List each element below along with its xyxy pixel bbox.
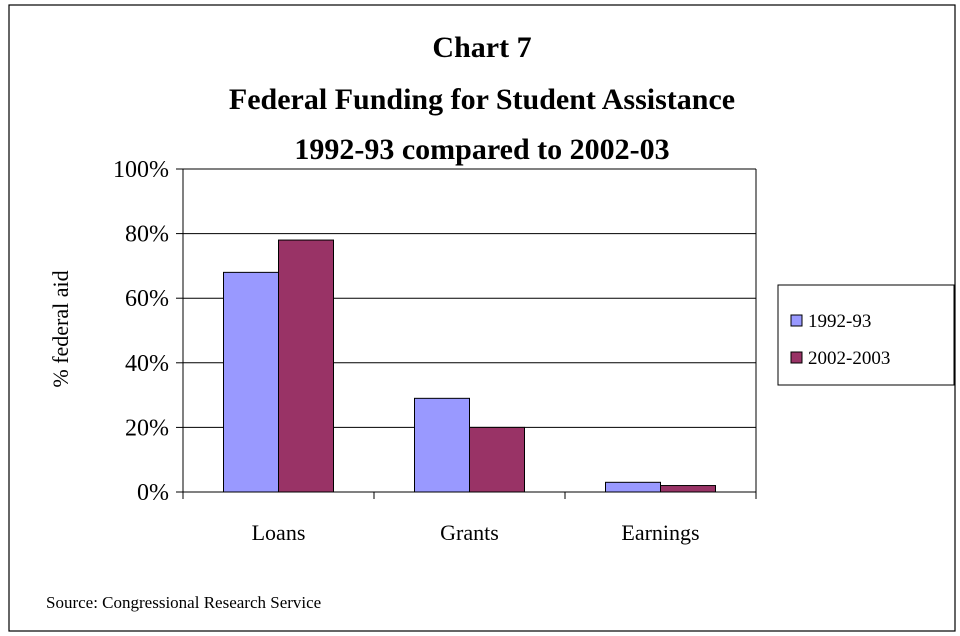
legend-label-2002-2003: 2002-2003 (808, 348, 890, 369)
y-tick-label-100: 100% (113, 157, 169, 183)
x-category-label-grants: Grants (440, 520, 499, 545)
legend-box (777, 284, 955, 386)
x-category-label-earnings: Earnings (621, 520, 699, 545)
chart-title-line-3: 1992-93 compared to 2002-03 (294, 133, 669, 166)
y-tick-label-80: 80% (125, 222, 169, 248)
plot-area: 0% 20% 40% 60% 80% 100% Loans Grants Earnings (113, 157, 757, 545)
y-axis-title: % federal aid (48, 270, 73, 387)
legend: 1992-93 2002-2003 (777, 284, 955, 386)
bar-1992-93-loans (223, 271, 279, 493)
y-tick-label-60: 60% (125, 286, 169, 312)
bar-2002-2003-grants (469, 426, 525, 493)
legend-swatch-1992-93 (790, 314, 803, 327)
bar-1992-93-earnings (605, 481, 661, 493)
chart-title-line-1: Chart 7 (432, 31, 531, 64)
bar-2002-2003-loans (278, 239, 334, 493)
legend-label-1992-93: 1992-93 (808, 311, 871, 332)
bar-2002-2003-earnings (660, 485, 716, 493)
bar-1992-93-grants (414, 397, 470, 493)
source-note: Source: Congressional Research Service (46, 593, 321, 612)
y-tick-label-20: 20% (125, 415, 169, 441)
y-tick-label-0: 0% (137, 480, 169, 506)
legend-swatch-2002-2003 (790, 351, 803, 364)
chart-title-line-2: Federal Funding for Student Assistance (229, 83, 735, 116)
x-category-label-loans: Loans (252, 520, 306, 545)
y-tick-label-40: 40% (125, 351, 169, 377)
